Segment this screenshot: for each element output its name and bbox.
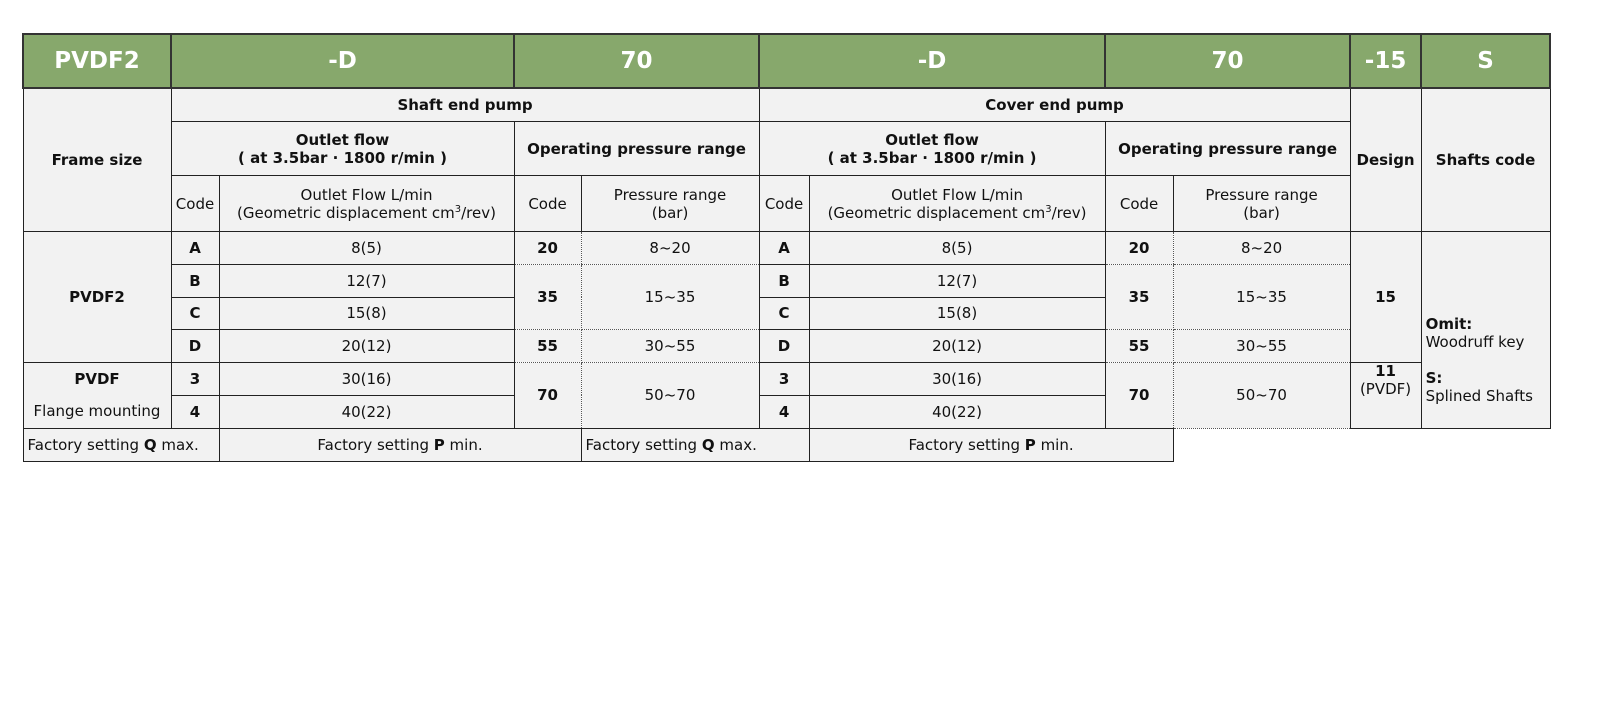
footer-row: Factory setting Q max. Factory setting P…: [22, 427, 1550, 462]
pressure-range: 8~20: [1172, 231, 1351, 265]
model-code-table: PVDF2 -D 70 -D 70 -15 S Frame size Shaft…: [22, 33, 1552, 462]
pressure-code: 70: [513, 362, 582, 429]
footer-q-max: Factory setting Q max.: [22, 427, 220, 462]
design-label: Design: [1349, 87, 1422, 232]
pressure-range-title: Operating pressure range: [513, 121, 760, 176]
code-col-header: Code: [1104, 175, 1174, 232]
shafts-code-label: Shafts code: [1420, 87, 1551, 232]
frame-pvdf: PVDF Flange mounting: [22, 362, 172, 429]
flow-code: D: [170, 329, 220, 364]
pressure-code: 70: [1104, 362, 1174, 429]
pressure-code: 20: [513, 231, 582, 265]
flow-code: B: [758, 263, 810, 298]
pressure-range: 30~55: [1172, 329, 1351, 364]
flow-code: C: [170, 296, 220, 331]
pressure-range: 50~70: [580, 362, 760, 429]
table-row: 35 15~35 35 15~35: [23, 263, 1550, 331]
pressure-code: 35: [1104, 263, 1174, 331]
flow-code: B: [170, 263, 220, 298]
pressure-range: 15~35: [1172, 263, 1351, 331]
flow-value: 12(7): [808, 263, 1106, 298]
header-frame: PVDF2: [22, 33, 172, 89]
code-header-row: PVDF2 -D 70 -D 70 -15 S: [22, 33, 1552, 89]
flow-code: A: [170, 231, 220, 265]
pressure-col-header: Pressure range (bar): [580, 175, 760, 232]
frame-pvdf2: PVDF2: [22, 230, 172, 364]
flow-value: 12(7): [218, 263, 515, 298]
outlet-flow-title: Outlet flow( at 3.5bar · 1800 r/min ): [170, 121, 515, 176]
pressure-code: 55: [1104, 329, 1174, 364]
flow-code: 4: [758, 394, 810, 429]
flow-value: 30(16): [808, 362, 1106, 396]
cover-end-pump-label: Cover end pump: [758, 87, 1351, 122]
flow-value: 8(5): [218, 231, 515, 265]
design-11: 11 (PVDF): [1349, 362, 1422, 429]
shafts-code-cell: Omit: Woodruff key S: Splined Shafts: [1420, 231, 1551, 429]
flow-code: 4: [170, 394, 220, 429]
footer-p-min: Factory setting P min.: [218, 427, 582, 462]
pressure-range: 50~70: [1172, 362, 1351, 429]
code-col-header: Code: [170, 175, 220, 232]
footer-q-max: Factory setting Q max.: [580, 427, 810, 462]
flow-value: 20(12): [218, 329, 515, 364]
flow-value: 15(8): [808, 296, 1106, 331]
flow-value: 40(22): [218, 394, 515, 429]
flow-code: D: [758, 329, 810, 364]
pressure-col-header: Pressure range (bar): [1172, 175, 1351, 232]
flow-value: 40(22): [808, 394, 1106, 429]
shaft-end-pump-label: Shaft end pump: [170, 87, 760, 122]
flow-code: 3: [758, 362, 810, 396]
flow-col-header: Outlet Flow L/min (Geometric displacement…: [218, 175, 515, 232]
flow-value: 20(12): [808, 329, 1106, 364]
flow-value: 15(8): [218, 296, 515, 331]
header-design: -15: [1349, 33, 1423, 89]
pressure-range-title: Operating pressure range: [1104, 121, 1351, 176]
flow-col-header: Outlet Flow L/min (Geometric displacement…: [808, 175, 1106, 232]
header-cover-pressure: 70: [1104, 33, 1352, 89]
header-shaft-flow: -D: [169, 33, 516, 89]
pressure-code: 55: [513, 329, 582, 364]
header-shaft: S: [1420, 33, 1552, 89]
flow-code: A: [758, 231, 810, 265]
code-col-header: Code: [513, 175, 582, 232]
design-15: 15: [1349, 230, 1422, 364]
flow-code: 3: [170, 362, 220, 396]
header-cover-flow: -D: [758, 33, 1107, 89]
flow-code: C: [758, 296, 810, 331]
code-col-header: Code: [758, 175, 810, 232]
flow-value: 30(16): [218, 362, 515, 396]
outlet-flow-title: Outlet flow( at 3.5bar · 1800 r/min ): [758, 121, 1106, 176]
pressure-range: 15~35: [580, 263, 760, 331]
pressure-code: 20: [1104, 231, 1174, 265]
pressure-range: 8~20: [580, 231, 760, 265]
flow-value: 8(5): [808, 231, 1106, 265]
footer-p-min: Factory setting P min.: [808, 427, 1174, 462]
pressure-range: 30~55: [580, 329, 760, 364]
pressure-code: 35: [513, 263, 582, 331]
header-shaft-pressure: 70: [513, 33, 761, 89]
frame-size-label: Frame size: [22, 87, 172, 232]
